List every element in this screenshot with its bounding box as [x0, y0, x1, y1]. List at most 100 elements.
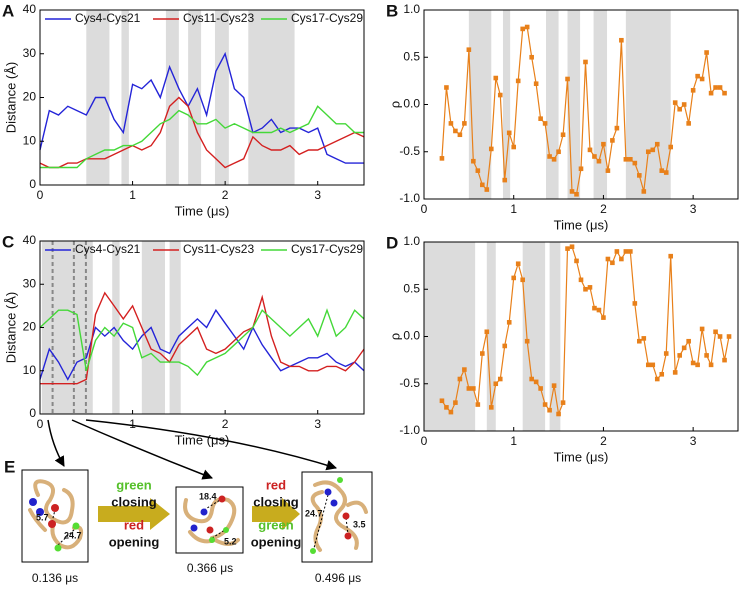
x-tick-label: 2 [600, 202, 607, 216]
atom [51, 504, 59, 512]
point [574, 191, 579, 197]
distance-line [57, 527, 77, 546]
point [480, 351, 485, 356]
y-tick-label: 0.0 [403, 329, 420, 343]
atom [48, 520, 56, 528]
point [484, 187, 490, 192]
shaded-band [248, 10, 295, 185]
atom [36, 508, 44, 516]
pointer-arrow [47, 419, 65, 467]
molecule [28, 479, 84, 550]
shaded-band [112, 241, 120, 414]
panel-e: E 5.7 24.7 0.136 μs green closing red op… [4, 419, 373, 585]
point [502, 343, 508, 349]
point [708, 90, 714, 96]
y-tick-label: 20 [23, 320, 37, 334]
shaded-band [141, 241, 165, 414]
point [663, 170, 669, 175]
x-axis-label: Time (μs) [175, 432, 230, 447]
shaded-band [188, 10, 202, 185]
x-tick-label: 0 [421, 434, 428, 448]
point [713, 85, 718, 90]
transition-arrow [252, 498, 300, 530]
point [560, 400, 566, 405]
point [538, 116, 543, 121]
x-tick-label: 0 [37, 417, 44, 431]
point [560, 132, 566, 138]
transition-color: green [116, 477, 151, 492]
point [681, 345, 687, 351]
y-tick-label: 10 [23, 133, 37, 147]
point [542, 121, 548, 126]
point [672, 370, 678, 375]
x-tick-label: 2 [222, 417, 229, 431]
panel-label: C [2, 232, 14, 251]
point [650, 147, 656, 153]
point [471, 158, 476, 164]
point [637, 173, 642, 178]
transition-verb: closing [111, 494, 157, 509]
point [645, 362, 651, 368]
point [663, 351, 669, 356]
y-tick-label: 30 [23, 276, 37, 290]
point [439, 156, 445, 161]
y-tick-label: 10 [23, 363, 37, 377]
distance-line [203, 499, 221, 511]
y-tick-label: 40 [23, 233, 37, 247]
panel-label: B [386, 1, 398, 20]
transition-color: red [124, 517, 144, 532]
y-axis-label: Distance (Å) [3, 292, 18, 364]
point [619, 37, 624, 43]
point [547, 154, 552, 159]
y-axis-label: ρ [387, 333, 402, 340]
x-tick-label: 0 [37, 188, 44, 202]
point [497, 376, 503, 382]
atom [72, 522, 80, 530]
y-tick-label: 0 [29, 406, 36, 420]
point [444, 405, 449, 410]
point [708, 362, 714, 368]
point [565, 76, 570, 82]
point [614, 125, 620, 131]
shaded-band [41, 241, 93, 414]
shaded-band [165, 10, 179, 185]
point [453, 128, 458, 134]
point [650, 362, 656, 368]
atom [310, 548, 316, 554]
point [614, 249, 620, 254]
legend-label: Cys4-Cys21 [75, 242, 141, 256]
shaded-band [502, 10, 511, 199]
shaded-band [593, 10, 608, 199]
point [605, 168, 611, 173]
point [704, 50, 709, 55]
point [524, 24, 530, 30]
point [717, 334, 723, 339]
shaded-band [625, 10, 671, 199]
series-line [39, 308, 365, 381]
atom [200, 508, 208, 516]
distance-line [211, 529, 226, 539]
pointer-arrow [71, 419, 213, 480]
atom [29, 498, 37, 506]
point [529, 376, 534, 382]
series-line [39, 51, 364, 164]
point [623, 157, 629, 162]
x-tick-label: 1 [510, 434, 517, 448]
y-tick-label: 30 [23, 46, 37, 60]
panel-label: D [386, 233, 398, 252]
y-tick-label: -0.5 [399, 376, 420, 390]
transition-verb: closing [253, 494, 299, 509]
point [533, 379, 539, 385]
point [601, 141, 606, 147]
point [695, 73, 700, 79]
point [574, 258, 579, 264]
pointer-arrow [85, 419, 338, 471]
y-tick-label: 40 [23, 2, 37, 16]
shaded-band [169, 241, 181, 414]
point [592, 154, 597, 159]
series-line [40, 291, 365, 385]
series-line [40, 105, 364, 169]
distance-label: 18.4 [199, 491, 217, 501]
point [502, 177, 508, 183]
